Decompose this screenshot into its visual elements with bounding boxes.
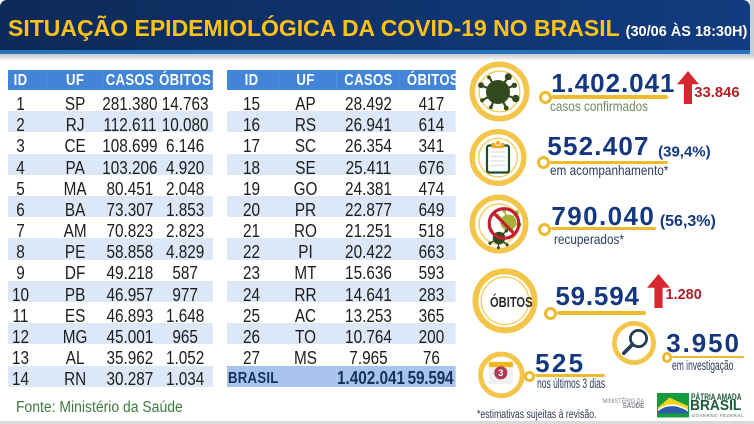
svg-text:3: 3 <box>498 368 503 379</box>
